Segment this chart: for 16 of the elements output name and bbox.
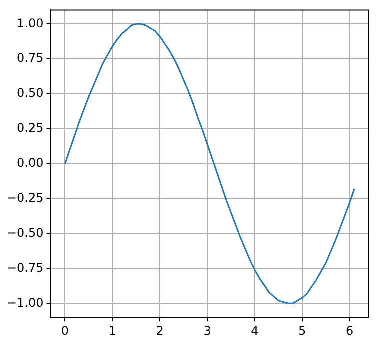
y-tick-label: 0.25: [17, 121, 44, 136]
y-tick-label: −0.75: [6, 260, 44, 275]
x-tick-label: 0: [61, 324, 70, 338]
y-tick-label: 1.00: [17, 16, 44, 30]
x-tick-label: 6: [346, 324, 354, 338]
x-tick-label: 3: [204, 324, 212, 338]
x-tick-label: 5: [298, 324, 306, 338]
y-tick-label: 0.75: [17, 51, 44, 66]
y-tick-label: 0.00: [17, 156, 44, 170]
x-tick-label: 4: [251, 324, 259, 338]
y-tick-label: 0.50: [17, 86, 44, 100]
x-tick-label: 1: [108, 324, 116, 338]
y-tick-label: −0.25: [6, 190, 44, 205]
y-tick-label: −0.50: [6, 226, 44, 240]
y-tick-label: −1.00: [6, 296, 44, 310]
x-tick-label: 2: [156, 324, 164, 338]
